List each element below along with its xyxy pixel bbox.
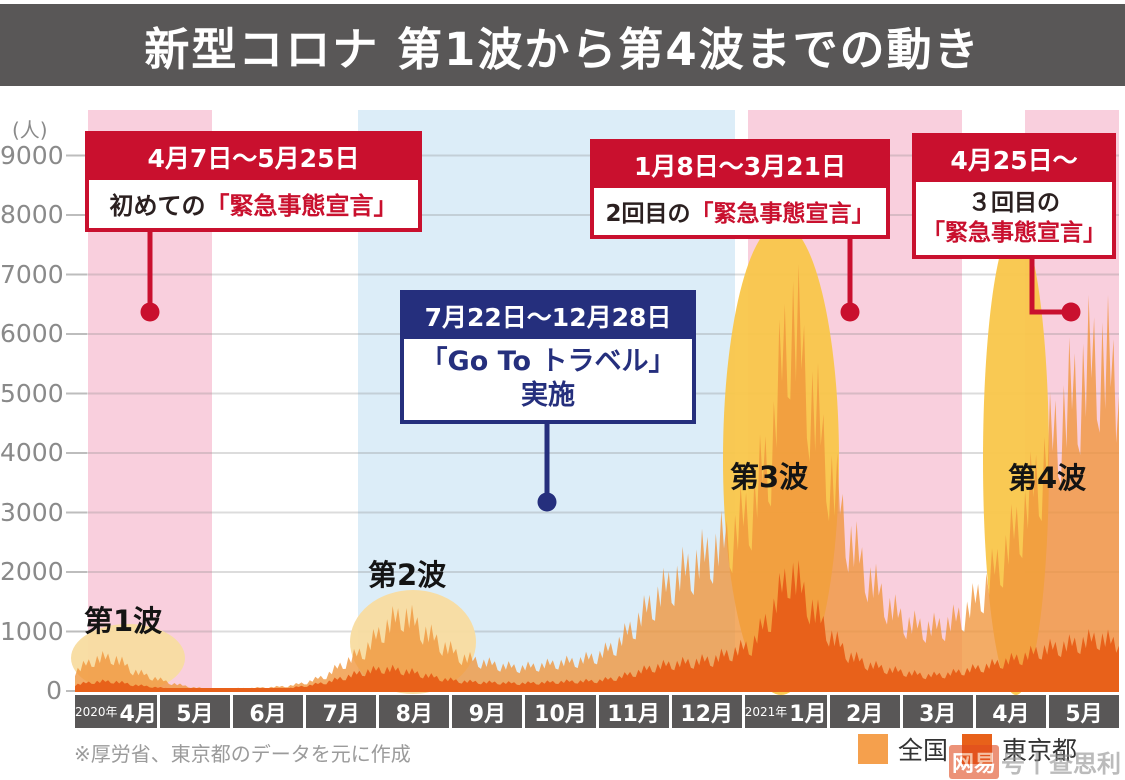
x-axis-month-5: 9月	[452, 695, 523, 728]
y-axis-label-4000: 4000	[0, 438, 64, 467]
month-label: 2月	[845, 701, 884, 727]
month-label: 7月	[322, 701, 360, 727]
annotation-goto-travel: 7月22日〜12月28日 「Go To トラベル」 実施	[400, 290, 696, 424]
x-axis-month-3: 7月	[306, 695, 377, 728]
annotation-body: 「Go To トラベル」 実施	[420, 346, 676, 411]
month-label: 11月	[607, 701, 660, 727]
wave1-label: 第1波	[84, 604, 163, 638]
x-axis-month-4: 8月	[379, 695, 450, 728]
title-bar: 新型コロナ 第1波から第4波までの動き	[0, 4, 1125, 86]
x-axis-month-13: 5月	[1048, 695, 1120, 728]
annotation-body: ３回目の 「緊急事態宣言」	[922, 190, 1106, 246]
annotation-body: 初めての「緊急事態宣言」	[109, 192, 398, 220]
month-label: 8月	[395, 701, 433, 727]
wave4-label: 第4波	[1008, 461, 1087, 495]
month-label: 10月	[534, 701, 587, 727]
wave2-label: 第2波	[368, 558, 447, 592]
third-emergency-connector-line	[1029, 246, 1064, 315]
page-title: 新型コロナ 第1波から第4波までの動き	[144, 22, 981, 76]
annotation-body: 2回目の「緊急事態宣言」	[605, 201, 875, 227]
wave3-label: 第3波	[730, 460, 809, 494]
x-axis: 2020年 4月 5月 6月 7月 8月 9月 10月 11月 12月 2021年 1月 2月 3月 4月 5…	[75, 695, 1120, 728]
y-axis-label-1000: 1000	[0, 616, 64, 646]
y-axis-label-5000: 5000	[0, 378, 64, 408]
annotation-date: 1月8日〜3月21日	[594, 143, 886, 188]
year-prefix: 2021年	[744, 705, 788, 719]
x-axis-month-7: 11月	[598, 695, 669, 728]
y-axis-unit: (人)	[12, 118, 48, 142]
x-axis-month-10: 2月	[829, 695, 900, 728]
annotation-second-emergency: 1月8日〜3月21日 2回目の「緊急事態宣言」	[590, 139, 890, 239]
y-axis-label-2000: 2000	[0, 557, 64, 586]
first-emergency-connector-dot	[140, 302, 160, 322]
month-label: 5月	[1065, 701, 1103, 727]
tokyo-label: 東京都	[1002, 736, 1078, 765]
month-label: 4月	[992, 701, 1030, 727]
month-label: 1月	[789, 701, 827, 727]
y-axis-label-0: 0	[46, 676, 62, 705]
source-note: ※厚労省、東京都のデータを元に作成	[74, 742, 411, 766]
x-axis-month-0: 2020年 4月	[75, 695, 157, 728]
x-axis-month-8: 12月	[671, 695, 742, 728]
legend-item-zenkoku: 全国	[858, 731, 948, 767]
y-axis-label-3000: 3000	[0, 497, 64, 527]
x-axis-month-2: 6月	[232, 695, 304, 728]
second-emergency-connector-dot	[840, 302, 860, 322]
year-prefix: 2020年	[75, 705, 118, 719]
watermark-badge: 网易	[948, 744, 999, 779]
x-axis-month-12: 4月	[975, 695, 1046, 728]
x-axis-month-9: 2021年 1月	[744, 695, 827, 728]
month-label: 12月	[680, 701, 733, 727]
baseline-strip	[75, 688, 1119, 692]
y-axis-label-8000: 8000	[0, 200, 64, 229]
month-label: 4月	[119, 701, 157, 727]
tokyo-area-series	[75, 560, 1119, 691]
annotation-date: 4月7日〜5月25日	[89, 135, 418, 180]
watermark: 网易 号丨查思利	[948, 744, 1121, 779]
month-label: 3月	[919, 701, 957, 727]
zenkoku-swatch	[858, 734, 888, 764]
annotation-date: 7月22日〜12月28日	[404, 294, 692, 339]
goto-travel-connector-dot	[537, 492, 557, 512]
annotation-first-emergency: 4月7日〜5月25日 初めての「緊急事態宣言」	[85, 131, 422, 232]
month-label: 5月	[176, 701, 214, 727]
month-label: 9月	[468, 701, 506, 727]
x-axis-month-11: 3月	[902, 695, 973, 728]
zenkoku-area-series	[75, 264, 1119, 691]
x-axis-month-6: 10月	[525, 695, 596, 728]
month-label: 6月	[249, 701, 287, 727]
y-axis-label-9000: 9000	[0, 140, 64, 170]
x-axis-month-1: 5月	[159, 695, 230, 728]
third-emergency-connector-dot	[1061, 302, 1081, 322]
annotation-date: 4月25日〜	[916, 137, 1112, 182]
watermark-text: 号丨查思利	[1001, 750, 1121, 778]
y-axis-label-6000: 6000	[0, 319, 64, 348]
annotation-third-emergency: 4月25日〜 ３回目の 「緊急事態宣言」	[912, 133, 1116, 259]
y-axis-label-7000: 7000	[0, 259, 64, 289]
zenkoku-label: 全国	[898, 736, 949, 765]
